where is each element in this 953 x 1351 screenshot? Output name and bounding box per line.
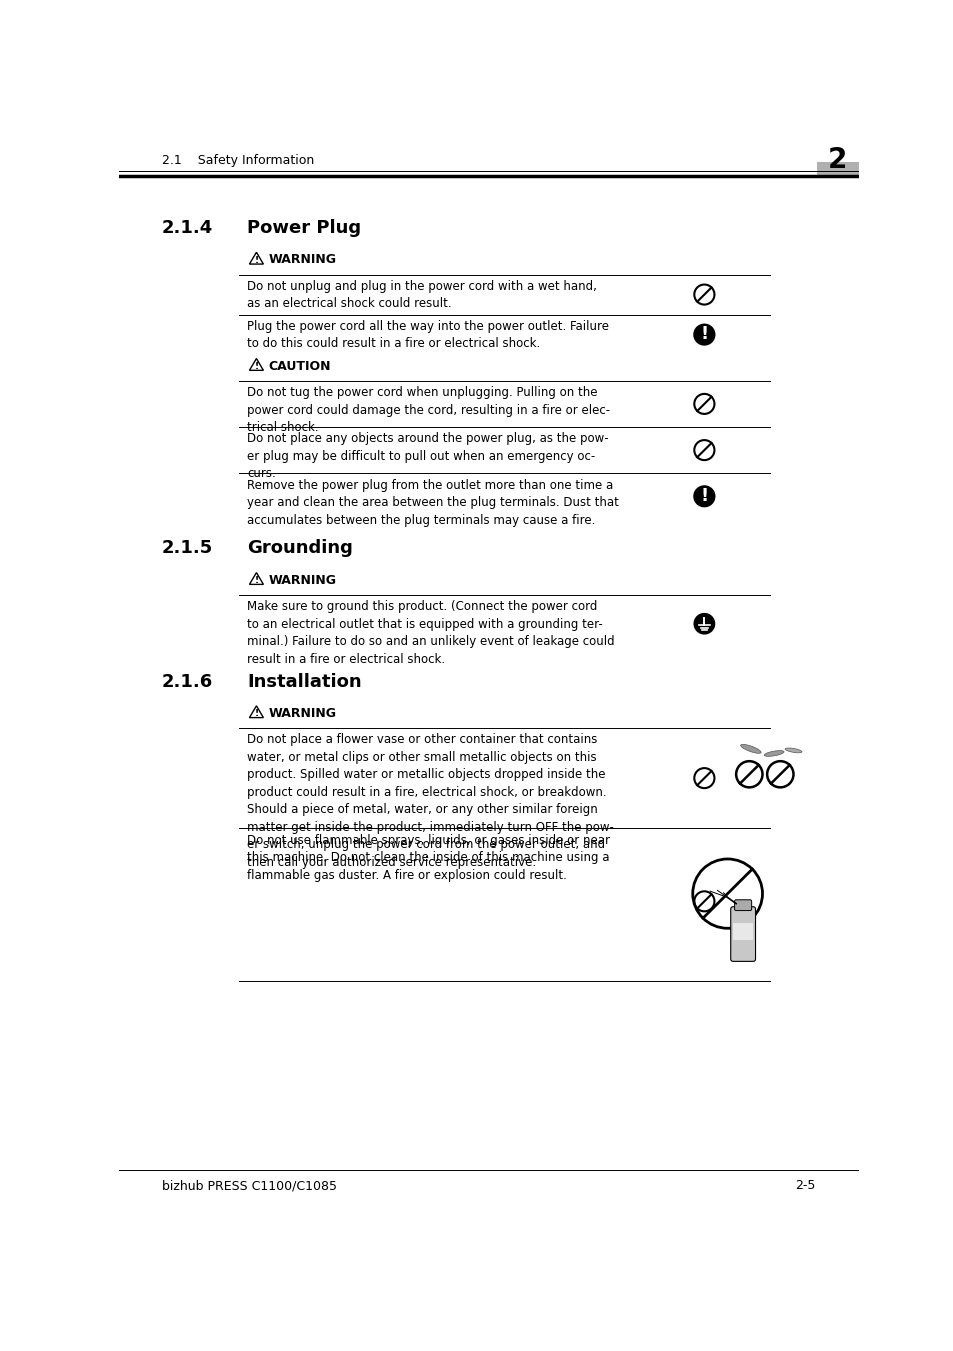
Text: WARNING: WARNING [269, 574, 336, 586]
Text: Do not unplug and plug in the power cord with a wet hand,
as an electrical shock: Do not unplug and plug in the power cord… [247, 280, 597, 311]
FancyBboxPatch shape [732, 923, 753, 940]
Text: Plug the power cord all the way into the power outlet. Failure
to do this could : Plug the power cord all the way into the… [247, 320, 608, 350]
Text: WARNING: WARNING [269, 254, 336, 266]
FancyBboxPatch shape [816, 143, 858, 176]
Text: bizhub PRESS C1100/C1085: bizhub PRESS C1100/C1085 [162, 1179, 336, 1193]
Text: Make sure to ground this product. (Connect the power cord
to an electrical outle: Make sure to ground this product. (Conne… [247, 600, 614, 666]
Text: Do not use flammable sprays, liquids, or gases inside or near
this machine. Do n: Do not use flammable sprays, liquids, or… [247, 834, 610, 882]
Circle shape [694, 486, 714, 507]
Text: CAUTION: CAUTION [269, 359, 331, 373]
FancyBboxPatch shape [730, 907, 755, 962]
Text: 2.1.4: 2.1.4 [162, 219, 213, 236]
FancyBboxPatch shape [734, 900, 751, 911]
Text: !: ! [254, 576, 258, 585]
Text: !: ! [254, 709, 258, 719]
Text: !: ! [700, 324, 708, 343]
Text: !: ! [700, 486, 708, 504]
Circle shape [694, 324, 714, 345]
Text: 2.1.5: 2.1.5 [162, 539, 213, 558]
Text: WARNING: WARNING [269, 707, 336, 720]
Text: 2.1    Safety Information: 2.1 Safety Information [162, 154, 314, 168]
Text: Do not tug the power cord when unplugging. Pulling on the
power cord could damag: Do not tug the power cord when unpluggin… [247, 386, 610, 434]
Ellipse shape [784, 748, 801, 753]
Text: !: ! [254, 255, 258, 265]
Text: 2-5: 2-5 [795, 1179, 815, 1193]
Text: Installation: Installation [247, 673, 361, 690]
Ellipse shape [740, 744, 760, 754]
Text: !: ! [254, 362, 258, 372]
Circle shape [694, 613, 714, 634]
Text: Power Plug: Power Plug [247, 219, 361, 236]
Text: Do not place a flower vase or other container that contains
water, or metal clip: Do not place a flower vase or other cont… [247, 734, 614, 869]
Text: Do not place any objects around the power plug, as the pow-
er plug may be diffi: Do not place any objects around the powe… [247, 432, 608, 481]
Text: 2.1.6: 2.1.6 [162, 673, 213, 690]
Text: 2: 2 [827, 146, 846, 174]
Text: Remove the power plug from the outlet more than one time a
year and clean the ar: Remove the power plug from the outlet mo… [247, 478, 618, 527]
Ellipse shape [763, 751, 783, 757]
Text: Grounding: Grounding [247, 539, 353, 558]
